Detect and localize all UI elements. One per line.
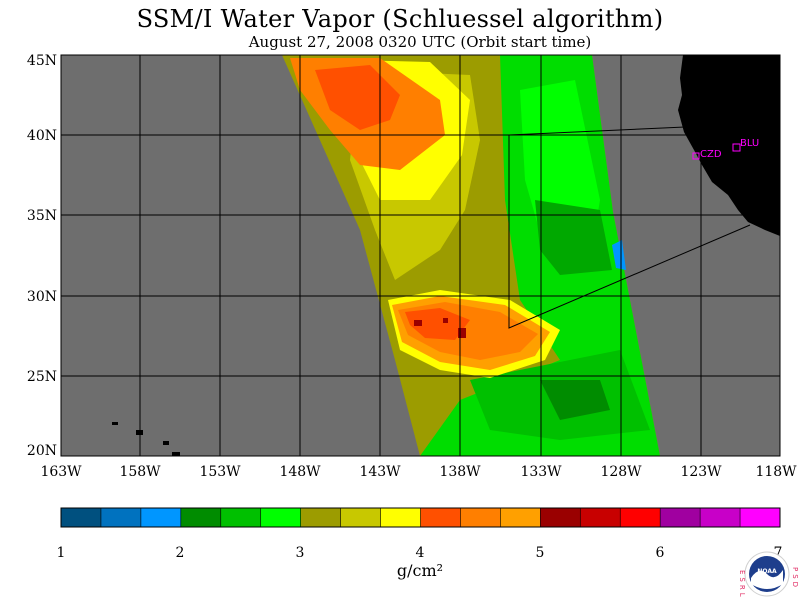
colorbar-swatch bbox=[260, 508, 302, 527]
colorbar-label-6: 6 bbox=[656, 545, 665, 561]
colorbar-label-3: 3 bbox=[296, 545, 305, 561]
lon-label-163w: 163W bbox=[40, 464, 82, 480]
colorbar-label-1: 1 bbox=[57, 545, 66, 561]
lon-label-133w: 133W bbox=[520, 464, 562, 480]
station-czd-marker bbox=[692, 152, 700, 160]
land-hawaii-1 bbox=[112, 422, 118, 425]
lon-labels: 163W 158W 153W 148W 143W 138W 133W 128W … bbox=[40, 464, 797, 480]
colorbar-swatch bbox=[620, 508, 661, 527]
region-boundary-north bbox=[508, 126, 686, 136]
lon-label-128w: 128W bbox=[600, 464, 642, 480]
colorbar-swatch bbox=[340, 508, 382, 527]
noaa-logo-right-text: PSD bbox=[791, 567, 799, 590]
lon-label-148w: 148W bbox=[279, 464, 321, 480]
land-california bbox=[678, 55, 780, 236]
lon-label-153w: 153W bbox=[199, 464, 241, 480]
station-blu-label: BLU bbox=[740, 138, 759, 149]
swath-green-dark bbox=[535, 200, 612, 275]
noaa-logo-wave bbox=[751, 570, 783, 589]
lat-labels: 45N 40N 35N 30N 25N 20N bbox=[27, 53, 57, 459]
land-hawaii-3 bbox=[163, 441, 169, 445]
colorbar-swatch bbox=[540, 508, 581, 527]
station-czd-label: CZD bbox=[700, 149, 722, 160]
lat-label-20n: 20N bbox=[27, 443, 57, 459]
noaa-logo: NOAA ESRL PSD bbox=[738, 551, 799, 600]
swath-darkred-spot-1 bbox=[414, 320, 422, 326]
colorbar-swatch bbox=[420, 508, 461, 527]
colorbar bbox=[60, 507, 781, 528]
map-frame bbox=[60, 54, 781, 457]
swath-red-south bbox=[405, 308, 470, 340]
map-gridlines bbox=[61, 55, 780, 456]
swath-darkred-spot-3 bbox=[443, 318, 448, 323]
colorbar-swatch bbox=[580, 508, 621, 527]
colorbar-label-4: 4 bbox=[416, 545, 425, 561]
colorbar-swatch bbox=[500, 508, 541, 527]
lat-label-35n: 35N bbox=[27, 208, 57, 224]
colorbar-swatch bbox=[740, 508, 781, 527]
lon-label-138w: 138W bbox=[439, 464, 481, 480]
colorbar-label-2: 2 bbox=[176, 545, 185, 561]
colorbar-units: g/cm² bbox=[396, 561, 444, 580]
swath-darkred-spot-2 bbox=[458, 328, 466, 338]
lon-label-158w: 158W bbox=[119, 464, 161, 480]
colorbar-swatch bbox=[61, 508, 102, 527]
colorbar-swatch bbox=[140, 508, 182, 527]
colorbar-swatch bbox=[460, 508, 501, 527]
colorbar-label-5: 5 bbox=[536, 545, 545, 561]
map-subtitle: August 27, 2008 0320 UTC (Orbit start ti… bbox=[248, 33, 592, 51]
station-blu-marker bbox=[732, 143, 741, 152]
colorbar-swatch bbox=[700, 508, 741, 527]
noaa-logo-left-text: ESRL bbox=[738, 570, 746, 600]
colorbar-label-7: 7 bbox=[774, 545, 783, 561]
swath-dark-green-patch bbox=[540, 380, 610, 420]
station-czd[interactable]: CZD bbox=[692, 149, 722, 160]
lon-label-123w: 123W bbox=[680, 464, 722, 480]
lat-label-40n: 40N bbox=[27, 128, 57, 144]
colorbar-swatch bbox=[180, 508, 222, 527]
swath-blue-patch bbox=[612, 240, 626, 270]
lat-label-45n: 45N bbox=[27, 53, 57, 69]
region-boundary bbox=[508, 135, 751, 329]
colorbar-swatch bbox=[660, 508, 701, 527]
colorbar-labels: 1 2 3 4 5 6 7 bbox=[57, 545, 783, 561]
lon-label-118w: 118W bbox=[755, 464, 797, 480]
colorbar-swatch bbox=[300, 508, 342, 527]
map-title: SSM/I Water Vapor (Schluessel algorithm) bbox=[136, 5, 664, 33]
lat-label-25n: 25N bbox=[27, 369, 57, 385]
colorbar-swatch bbox=[100, 508, 142, 527]
land-hawaii-4 bbox=[172, 452, 180, 456]
lat-label-30n: 30N bbox=[27, 289, 57, 305]
noaa-logo-text: NOAA bbox=[757, 568, 777, 575]
colorbar-swatch bbox=[220, 508, 262, 527]
colorbar-swatch bbox=[380, 508, 421, 527]
lon-label-143w: 143W bbox=[359, 464, 401, 480]
swath-red-north bbox=[315, 65, 400, 130]
station-blu[interactable]: BLU bbox=[732, 138, 759, 152]
